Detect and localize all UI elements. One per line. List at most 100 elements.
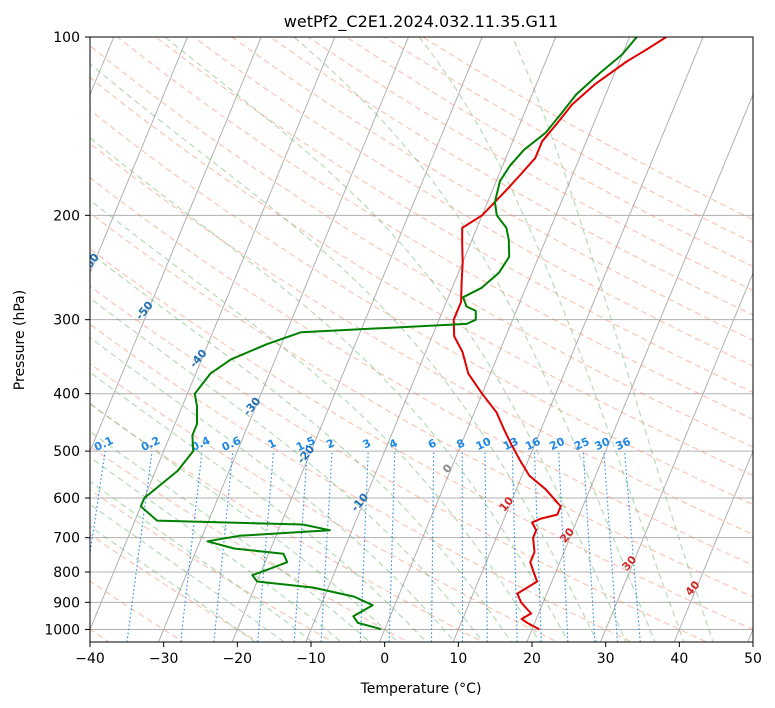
dry-adiabat-line [90,533,260,642]
moist-adiabat-line [293,37,656,642]
x-tick-label: 10 [449,651,467,667]
moist-adiabat-line [418,37,685,642]
moist-adiabat-line [90,252,513,642]
y-tick-label: 900 [53,595,80,611]
y-tick-label: 700 [53,531,80,547]
mixing-ratio-line [624,451,641,642]
mixing-ratio-line [603,451,618,642]
dry-adiabat-line [231,37,753,341]
dry-adiabat-line [90,445,409,642]
dry-adiabat-line [269,37,753,316]
moist-adiabat-line [90,297,484,642]
mixing-ratio-line [484,451,488,642]
dry-adiabat-label: -70 [25,203,48,227]
temperature-line [452,37,667,631]
mixing-ratio-label: 4 [387,436,400,451]
isotherm-line [526,93,753,642]
dry-adiabat-line [90,44,753,448]
mixing-ratio-line [359,451,369,642]
mixing-ratio-line [511,451,518,642]
mixing-ratio-label: 16 [523,435,543,453]
dry-adiabat-line [90,109,753,506]
x-tick-label: 0 [380,651,389,667]
dry-adiabat-label: -40 [187,347,210,371]
y-tick-label: 1000 [44,622,80,638]
y-tick-label: 600 [53,491,80,507]
isotherm-line [90,37,189,275]
moist-adiabat-line [90,456,343,642]
mixing-ratio-label: 36 [613,435,633,453]
dry-adiabat-line [90,488,335,642]
dry-adiabat-line [90,76,753,477]
mixing-ratio-label: 2 [324,436,336,451]
isotherm-line [305,37,557,642]
moist-adiabat-line [90,525,257,642]
dry-adiabat-line [90,403,484,642]
mixing-ratio-line [126,451,153,642]
dry-adiabat-line [117,37,753,421]
chart-title: wetPf2_C2E1.2024.032.11.35.G11 [284,12,558,32]
isotherm-line [90,37,336,631]
moist-adiabat-line [511,37,714,642]
x-tick-label: 20 [523,651,541,667]
mixing-ratio-label: 3 [361,436,373,451]
moist-adiabat-line [90,480,314,642]
isotherm-line [452,37,704,642]
moist-adiabat-line [90,503,285,642]
moist-adiabat-line [90,336,456,642]
dry-adiabat-label: -10 [348,490,371,514]
mixing-ratio-line [320,451,333,642]
dry-adiabat-line [90,323,634,642]
dry-adiabat-line [90,248,753,631]
dry-adiabat-line [90,176,753,566]
moist-adiabat-line [90,137,570,642]
y-tick-label: 800 [53,565,80,581]
dry-adiabat-line [90,362,559,642]
isotherm-line [157,37,410,642]
isotherm-line [378,37,631,642]
x-tick-label: 30 [597,651,615,667]
y-axis-label: Pressure (hPa) [12,290,28,390]
x-tick-label: 50 [744,651,762,667]
moist-adiabat-line [90,199,541,642]
dewpoint-line [139,37,638,631]
dry-adiabat-line [422,37,753,221]
y-tick-label: 500 [53,444,80,460]
x-tick-label: −30 [149,651,179,667]
isotherm-line [599,271,753,642]
dry-adiabat-line [90,285,708,642]
mixing-ratio-line [533,451,542,642]
dry-adiabat-line [193,37,753,367]
x-axis-label: Temperature (°C) [360,681,482,697]
mixing-ratio-label: 25 [572,435,591,453]
mixing-ratio-line [558,451,569,642]
mixing-ratio-line [293,451,308,642]
dry-adiabat-line [90,142,753,536]
isotherm-line [90,37,262,453]
mixing-ratio-label: 10 [474,435,494,453]
x-tick-label: 40 [670,651,688,667]
plot-frame [89,36,754,643]
x-tick-label: −40 [75,651,105,667]
y-tick-label: 100 [53,30,80,46]
mixing-ratio-label: 20 [547,435,567,453]
moist-adiabat-line [90,371,428,642]
mixing-ratio-line [430,451,435,642]
dry-adiabat-line [90,212,753,598]
x-tick-label: −10 [296,651,326,667]
x-tick-label: −20 [223,651,253,667]
mixing-ratio-label: 1 [266,436,278,451]
moist-adiabat-line [164,37,627,642]
y-tick-label: 200 [53,208,80,224]
mixing-ratio-label: 6 [426,436,439,451]
dry-adiabat-label: -50 [133,299,156,323]
dry-adiabat-label: -30 [241,395,264,419]
dry-adiabat-line [155,37,753,394]
isotherm-line [231,37,483,642]
moist-adiabat-line [90,63,598,642]
mixing-ratio-line [582,451,596,642]
dry-adiabat-label: -60 [79,251,102,275]
moist-adiabat-line [90,430,371,642]
dry-adiabat-line [307,37,753,292]
